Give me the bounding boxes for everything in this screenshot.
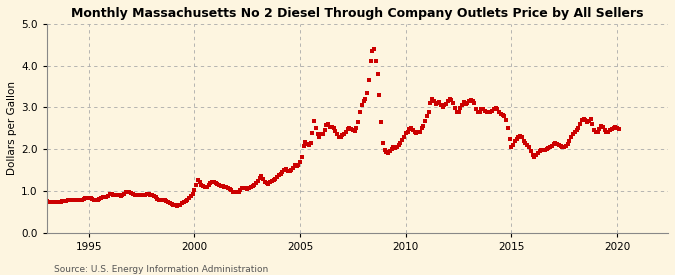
Y-axis label: Dollars per Gallon: Dollars per Gallon — [7, 81, 17, 175]
Text: Source: U.S. Energy Information Administration: Source: U.S. Energy Information Administ… — [54, 265, 268, 274]
Title: Monthly Massachusetts No 2 Diesel Through Company Outlets Price by All Sellers: Monthly Massachusetts No 2 Diesel Throug… — [71, 7, 643, 20]
